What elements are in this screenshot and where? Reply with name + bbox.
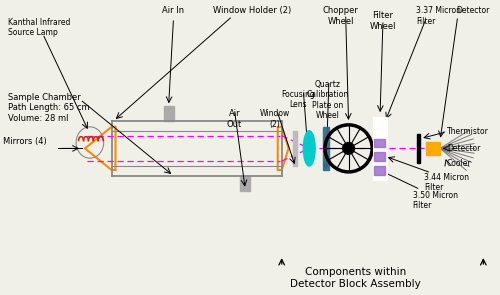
Text: Air In: Air In — [162, 6, 184, 15]
Text: Detector: Detector — [456, 6, 489, 15]
Text: Path Length: 65 cm: Path Length: 65 cm — [8, 103, 90, 112]
Text: Window
(2): Window (2) — [260, 109, 290, 129]
Text: Filter
Wheel: Filter Wheel — [370, 11, 396, 31]
Text: Cooler: Cooler — [447, 159, 471, 168]
Bar — [164, 106, 173, 121]
Text: Sample Chamber: Sample Chamber — [8, 93, 81, 101]
Bar — [292, 131, 298, 166]
Text: Mirrors (4): Mirrors (4) — [4, 137, 47, 146]
Text: 3.50 Micron
Filter: 3.50 Micron Filter — [412, 191, 458, 210]
Text: Detector: Detector — [447, 144, 480, 153]
Text: Chopper
Wheel: Chopper Wheel — [323, 6, 358, 26]
Text: Air
Out: Air Out — [227, 109, 242, 129]
Text: Volume: 28 ml: Volume: 28 ml — [8, 114, 69, 123]
Bar — [240, 176, 250, 191]
Text: Components within
Detector Block Assembly: Components within Detector Block Assembl… — [290, 267, 421, 289]
Text: Window Holder (2): Window Holder (2) — [213, 6, 292, 15]
Text: Focusing
Lens: Focusing Lens — [282, 90, 316, 109]
Ellipse shape — [304, 131, 315, 166]
Text: 3.37 Micron
Filter: 3.37 Micron Filter — [416, 6, 462, 26]
Text: Kanthal Infrared
Source Lamp: Kanthal Infrared Source Lamp — [8, 18, 70, 37]
Bar — [418, 134, 420, 163]
Bar — [374, 139, 385, 148]
Text: Quartz
Calibration
Plate on
Wheel: Quartz Calibration Plate on Wheel — [307, 80, 349, 120]
Text: 3.44 Micron
Filter: 3.44 Micron Filter — [424, 173, 470, 192]
Bar — [374, 166, 385, 175]
Bar — [373, 117, 387, 180]
Text: Thermistor: Thermistor — [447, 127, 489, 136]
Bar — [323, 127, 329, 170]
Circle shape — [342, 142, 354, 154]
Bar — [374, 152, 385, 161]
Bar — [426, 142, 440, 155]
